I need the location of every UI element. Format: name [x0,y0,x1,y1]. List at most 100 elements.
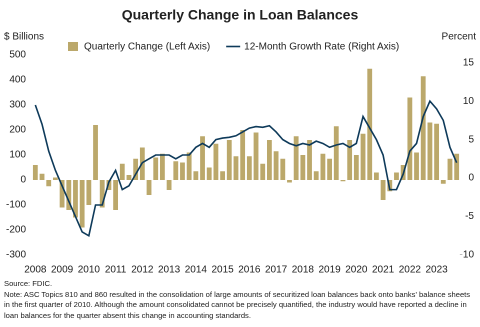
y2-tick-label: 10 [463,96,475,107]
chart: Quarterly Change in Loan Balances $ Bill… [4,7,477,276]
x-tick-label: 2019 [318,265,341,276]
bar [427,122,433,180]
y-tick-label: 0 [20,175,26,186]
x-tick-label: 2020 [345,265,368,276]
y-tick-label: 200 [9,125,26,136]
y2-tick-label: 0 [468,173,474,184]
bar [300,155,306,180]
bar [340,180,346,182]
y2-tick-label: 15 [463,57,475,68]
bar [39,173,45,180]
bar [373,172,379,180]
bar [260,163,266,180]
y2-tick-label: 5 [468,134,474,145]
y-tick-label: -200 [6,225,26,236]
bar [126,175,132,180]
x-tick-label: 2022 [399,265,422,276]
bar [394,172,399,180]
bar [287,180,292,183]
bar [113,180,119,210]
bar [454,153,460,180]
legend-swatch [68,42,78,51]
x-tick-label: 2021 [372,265,395,276]
y-tick-label: -100 [6,200,26,211]
bar [146,180,152,195]
bar [313,171,319,180]
bar [447,158,453,180]
bar [106,180,112,190]
bar [206,167,212,180]
bar [200,136,205,180]
bar [86,180,92,205]
x-tick-label: 2014 [185,265,208,276]
y-axis-label: $ Billions [4,32,44,43]
bar [253,132,259,180]
bar [173,161,179,180]
y-tick-label: 400 [9,75,26,86]
x-tick-label: 2009 [51,265,74,276]
bar [347,140,353,180]
bar [52,177,58,180]
bar [293,136,299,180]
notes: Source: FDIC. Note: ASC Topics 810 and 8… [4,279,478,321]
bar [220,171,226,180]
bar [93,125,98,180]
x-tick-label: 2011 [105,265,127,276]
bar [420,76,426,180]
note: Note: ASC Topics 810 and 860 resulted in… [4,289,471,320]
chart-title: Quarterly Change in Loan Balances [122,7,359,23]
y-tick-label: 300 [9,100,26,111]
bar [133,158,139,180]
bar [193,171,199,180]
bar [440,180,446,184]
y2-axis-label: Percent [442,32,477,43]
bar [360,133,366,180]
line [34,99,458,238]
y-tick-label: 100 [9,150,26,161]
x-tick-label: 2018 [292,265,315,276]
bar [327,158,333,180]
bar [186,152,192,180]
bar [414,152,419,180]
bar [79,180,85,228]
bar [307,140,312,180]
bar [273,151,279,180]
bar [166,180,172,190]
y2-tick-label: -5 [465,211,474,222]
bar [333,126,339,180]
bar [233,156,239,180]
bar [266,140,272,180]
bar [180,162,185,180]
x-tick-label: 2016 [238,265,261,276]
bar [226,140,232,180]
bar [367,68,373,180]
x-tick-label: 2012 [131,265,154,276]
bar [59,180,65,208]
bar [240,130,246,180]
x-tick-label: 2017 [265,265,288,276]
bar [32,165,38,180]
bar [246,156,252,180]
bar [353,155,359,180]
bar [153,157,159,180]
legend-label: 12-Month Growth Rate (Right Axis) [244,42,399,53]
bar [66,180,72,210]
y-tick-label: -300 [6,250,26,261]
bar [99,180,105,208]
x-tick-label: 2015 [211,265,234,276]
x-tick-label: 2008 [24,265,47,276]
source: Source: FDIC. [4,279,53,288]
bar [434,123,440,180]
bar [159,153,165,180]
x-tick-label: 2010 [78,265,101,276]
legend-label: Quarterly Change (Left Axis) [84,42,210,53]
bar [73,180,78,218]
bar [119,163,125,180]
y2-tick-label: -10 [460,250,475,261]
y-tick-label: 500 [9,50,26,61]
bar [380,180,386,200]
x-tick-label: 2023 [425,265,448,276]
bar [280,158,286,180]
bar [213,143,219,180]
